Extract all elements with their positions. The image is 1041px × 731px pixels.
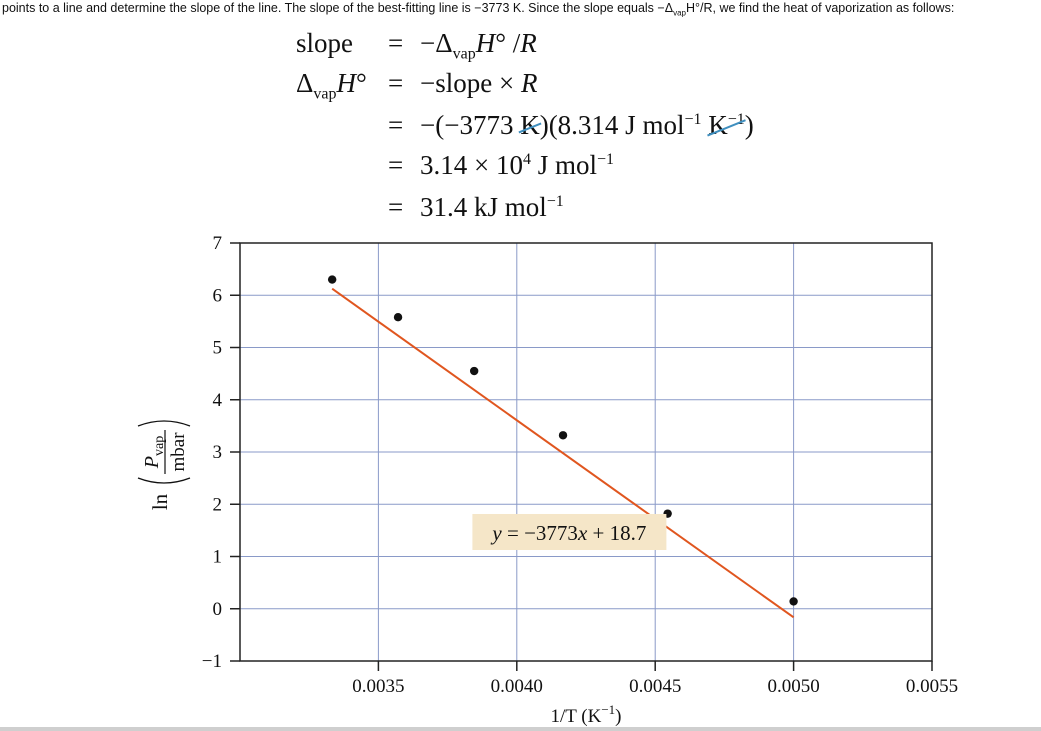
- equation-line-3-equals: =: [388, 110, 404, 140]
- data-point: [327, 275, 337, 284]
- y-axis-label-denominator: mbar: [168, 432, 189, 472]
- fit-line-group: [331, 287, 795, 619]
- x-tick-label: 0.0050: [767, 676, 819, 697]
- equation-line-2-rhs: −slope × R: [420, 68, 538, 98]
- cancelled-unit-k: K: [520, 110, 540, 140]
- y-tick-label: 3: [213, 442, 223, 463]
- axis-ticks: 0.0035 0.0040 0.0045 0.0050 0.0055 −1 0 1 2 3 4 5 6 7: [202, 233, 958, 697]
- equation-line-1-lhs: slope: [296, 28, 353, 58]
- fit-eq-x: x: [577, 521, 588, 545]
- data-point: [789, 597, 798, 606]
- fit-eq-y: y: [490, 521, 502, 545]
- y-tick-label: 4: [213, 390, 223, 411]
- equation-line-2-equals: =: [388, 68, 404, 98]
- data-point: [558, 431, 568, 440]
- annotation-box: [472, 513, 667, 550]
- data-point: [393, 312, 403, 322]
- y-tick-label: 7: [213, 233, 223, 254]
- x-tick-label: 0.0040: [491, 676, 543, 697]
- y-tick-label: 5: [213, 338, 223, 359]
- y-tick-label: 1: [213, 547, 223, 568]
- x-axis-label-close: ): [615, 706, 621, 727]
- cancelled-unit-k-inverse: K−1: [708, 110, 745, 140]
- intro-text: points to a line and determine the slope…: [2, 1, 955, 18]
- fit-eq-mid: = −3773: [502, 521, 578, 545]
- fit-eq-rest: + 18.7: [587, 521, 646, 545]
- y-axis-label-vap: vap: [152, 436, 167, 456]
- equation-line-4-equals: =: [388, 150, 404, 180]
- equation-line-1-equals: =: [388, 28, 404, 58]
- grid-lines: [240, 243, 932, 661]
- equation-line-5-equals: =: [388, 192, 404, 222]
- x-axis-label-main: 1/T (K: [550, 706, 601, 727]
- x-tick-label: 0.0035: [352, 676, 404, 697]
- y-axis-label-rparen: [137, 420, 191, 427]
- y-tick-label: 6: [213, 285, 223, 306]
- y-axis-label-ln: ln: [148, 493, 172, 510]
- equation-line-1-rhs: −ΔvapH° /R: [420, 28, 537, 63]
- equation-line-4-rhs: 3.14 × 104 J mol−1: [420, 150, 615, 180]
- y-tick-label: 2: [213, 494, 223, 515]
- y-axis-label: ln Pvap mbar: [137, 420, 191, 510]
- x-tick-label: 0.0045: [629, 676, 681, 697]
- y-tick-label: 0: [213, 599, 223, 620]
- fit-equation-text: y = −3773x + 18.7: [490, 521, 646, 545]
- fit-equation-annotation: y = −3773x + 18.7: [472, 513, 667, 550]
- y-tick-label: −1: [202, 651, 222, 672]
- x-axis-label-sup: −1: [601, 702, 615, 717]
- y-axis-label-lparen: [137, 477, 191, 484]
- equation-line-5-rhs: 31.4 kJ mol−1: [420, 192, 564, 222]
- equation-line-3-rhs: −(−3773 K)(8.314 J mol−1 K−1): [420, 110, 754, 140]
- y-axis-label-p: P: [141, 456, 163, 469]
- data-point: [469, 366, 479, 376]
- equation-line-2-lhs: ΔvapH°: [296, 68, 367, 103]
- x-tick-label: 0.0055: [906, 676, 958, 697]
- fit-line: [331, 287, 795, 619]
- x-axis-label: 1/T (K−1): [550, 702, 621, 727]
- y-axis-label-numerator: Pvap: [141, 436, 167, 469]
- bottom-scroll-edge: [0, 727, 1041, 731]
